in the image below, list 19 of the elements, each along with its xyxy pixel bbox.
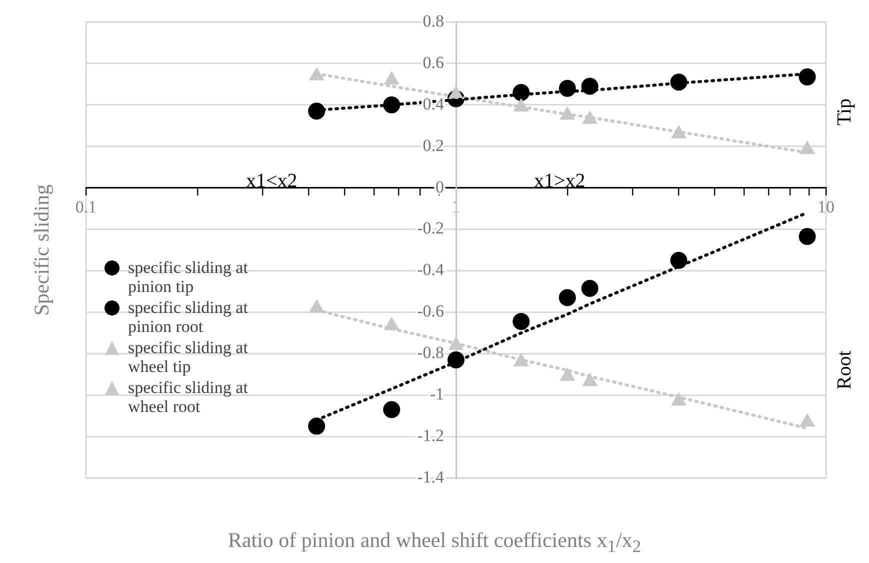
y-tick-label: -1.4 (417, 467, 444, 486)
x-tick-label: 0.1 (75, 197, 97, 216)
y-axis-title: Specific sliding (30, 184, 54, 316)
y-tick-label: -0.6 (417, 302, 444, 321)
x-axis-title: Ratio of pinion and wheel shift coefficients x$_{1}$/x$_{2}$ (226, 528, 642, 558)
annotation: x1<x2 (246, 170, 298, 193)
legend-label: specific sliding at wheel root (128, 378, 249, 416)
y-tick-label: -1 (430, 384, 444, 404)
x-tick-label: 10 (818, 197, 834, 216)
y-tick-label: 0.6 (422, 52, 444, 72)
y-tick-label: -0.2 (417, 218, 444, 238)
y-tick-label: 0.8 (422, 11, 444, 30)
annotation: x1>x2 (534, 170, 586, 193)
text: Root (834, 350, 856, 390)
text: Tip (834, 98, 856, 126)
y-tick-label: -0.4 (417, 260, 444, 280)
y-tick-label: -0.8 (417, 343, 444, 362)
y-tick-label: -1.2 (417, 426, 444, 446)
y-tick-label: 0.2 (422, 136, 444, 155)
